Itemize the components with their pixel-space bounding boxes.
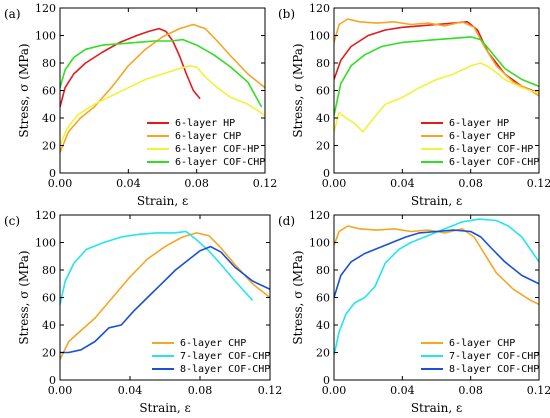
legend-label: 6-layer CHP <box>449 338 515 349</box>
y-tick-label: 40 <box>42 319 56 332</box>
x-axis-label: Strain, ε <box>411 194 462 208</box>
x-tick-label: 0.00 <box>48 384 73 397</box>
legend-label: 8-layer COF-CHP <box>449 364 539 375</box>
y-tick-label: 40 <box>42 112 56 125</box>
y-tick-label: 80 <box>42 57 56 70</box>
chart-panel-4: 0.00 0.04 0.08 0.12 0 20 40 60 80 100 120 Strain, ε… <box>278 209 550 415</box>
chart-panel-3: 0.00 0.04 0.08 0.12 0 20 40 60 80 100 120 Strain, ε… <box>4 209 282 415</box>
y-tick-label: 60 <box>316 292 330 305</box>
legend: 6-layer HP 6-layer CHP 6-layer COF-HP 6-lay… <box>147 118 265 168</box>
series-line-4 <box>334 36 539 116</box>
legend-label: 6-layer COF-HP <box>175 144 259 155</box>
x-tick-label: 0.12 <box>258 384 283 397</box>
y-tick-label: 60 <box>42 85 56 98</box>
x-tick-label: 0.12 <box>527 384 550 397</box>
x-tick-label: 0.04 <box>390 384 415 397</box>
y-tick-label: 80 <box>42 264 56 277</box>
x-tick-label: 0.00 <box>322 177 347 190</box>
y-tick-label: 120 <box>35 2 56 15</box>
legend: 6-layer CHP 7-layer COF-CHP 8-layer COF-CH… <box>421 338 539 375</box>
x-axis-label: Strain, ε <box>139 401 190 415</box>
x-tick-label: 0.08 <box>184 177 209 190</box>
y-tick-label: 0 <box>49 167 56 180</box>
series-line-4 <box>60 38 263 108</box>
series-line-1 <box>334 20 539 95</box>
y-tick-label: 100 <box>35 30 56 43</box>
y-axis-label: Stress, σ (MPa) <box>291 43 305 137</box>
x-axis-label: Strain, ε <box>137 194 188 208</box>
series-lines <box>334 218 539 356</box>
y-tick-label: 60 <box>316 85 330 98</box>
series-line-3 <box>60 245 270 354</box>
y-tick-label: 80 <box>316 264 330 277</box>
panel-label: (d) <box>278 214 295 228</box>
y-tick-label: 0 <box>49 374 56 387</box>
legend-label: 8-layer COF-CHP <box>180 364 270 375</box>
x-tick-label: 0.00 <box>48 177 73 190</box>
y-tick-label: 40 <box>316 112 330 125</box>
chart-panel-2: 0.00 0.04 0.08 0.12 0 20 40 60 80 100 120 Strain, ε… <box>278 2 550 208</box>
legend-label: 6-layer COF-HP <box>449 144 533 155</box>
y-axis-label: Stress, σ (MPa) <box>17 250 31 344</box>
series-line-1 <box>60 232 270 360</box>
y-tick-label: 100 <box>309 237 330 250</box>
panel-label: (a) <box>4 7 21 21</box>
y-tick-label: 20 <box>42 347 56 360</box>
x-tick-label: 0.12 <box>253 177 278 190</box>
x-tick-label: 0.08 <box>458 177 483 190</box>
legend-label: 6-layer COF-CHP <box>449 157 539 168</box>
x-tick-label: 0.08 <box>458 384 483 397</box>
series-lines <box>60 23 265 153</box>
series-line-3 <box>334 62 539 133</box>
legend-label: 6-layer HP <box>449 118 509 129</box>
y-tick-label: 40 <box>316 319 330 332</box>
x-tick-label: 0.04 <box>390 177 415 190</box>
x-tick-label: 0.04 <box>118 384 143 397</box>
series-line-2 <box>334 218 539 356</box>
y-tick-label: 20 <box>42 140 56 153</box>
series-line-3 <box>60 65 265 146</box>
y-axis-label: Stress, σ (MPa) <box>17 43 31 137</box>
series-line-2 <box>60 23 265 153</box>
x-tick-label: 0.12 <box>527 177 550 190</box>
legend-label: 6-layer HP <box>175 118 235 129</box>
y-tick-label: 120 <box>309 2 330 15</box>
y-tick-label: 100 <box>35 237 56 250</box>
x-axis-label: Strain, ε <box>411 401 462 415</box>
x-tick-label: 0.00 <box>322 384 347 397</box>
legend: 6-layer HP 6-layer CHP 6-layer COF-HP 6-lay… <box>421 118 539 168</box>
y-tick-label: 100 <box>309 30 330 43</box>
legend: 6-layer CHP 7-layer COF-CHP 8-layer COF-CH… <box>152 338 270 375</box>
legend-label: 7-layer COF-CHP <box>180 351 270 362</box>
series-line-2 <box>334 18 539 97</box>
legend-label: 7-layer COF-CHP <box>449 351 539 362</box>
legend-label: 6-layer CHP <box>449 131 515 142</box>
series-line-2 <box>60 230 254 305</box>
series-line-3 <box>334 229 539 298</box>
x-tick-label: 0.04 <box>116 177 141 190</box>
y-tick-label: 0 <box>323 167 330 180</box>
series-lines <box>334 18 539 133</box>
y-tick-label: 60 <box>42 292 56 305</box>
y-axis-label: Stress, σ (MPa) <box>291 250 305 344</box>
panel-label: (c) <box>4 214 20 228</box>
legend-label: 6-layer COF-CHP <box>175 157 265 168</box>
y-tick-label: 80 <box>316 57 330 70</box>
chart-panel-1: 0.00 0.04 0.08 0.12 0 20 40 60 80 100 120 Strain, ε… <box>4 2 277 208</box>
legend-label: 6-layer CHP <box>175 131 241 142</box>
legend-label: 6-layer CHP <box>180 338 246 349</box>
y-tick-label: 120 <box>35 209 56 222</box>
panel-label: (b) <box>278 7 295 21</box>
x-tick-label: 0.08 <box>188 384 213 397</box>
y-tick-label: 0 <box>323 374 330 387</box>
y-tick-label: 120 <box>309 209 330 222</box>
series-lines <box>60 230 270 360</box>
y-tick-label: 20 <box>316 347 330 360</box>
y-tick-label: 20 <box>316 140 330 153</box>
